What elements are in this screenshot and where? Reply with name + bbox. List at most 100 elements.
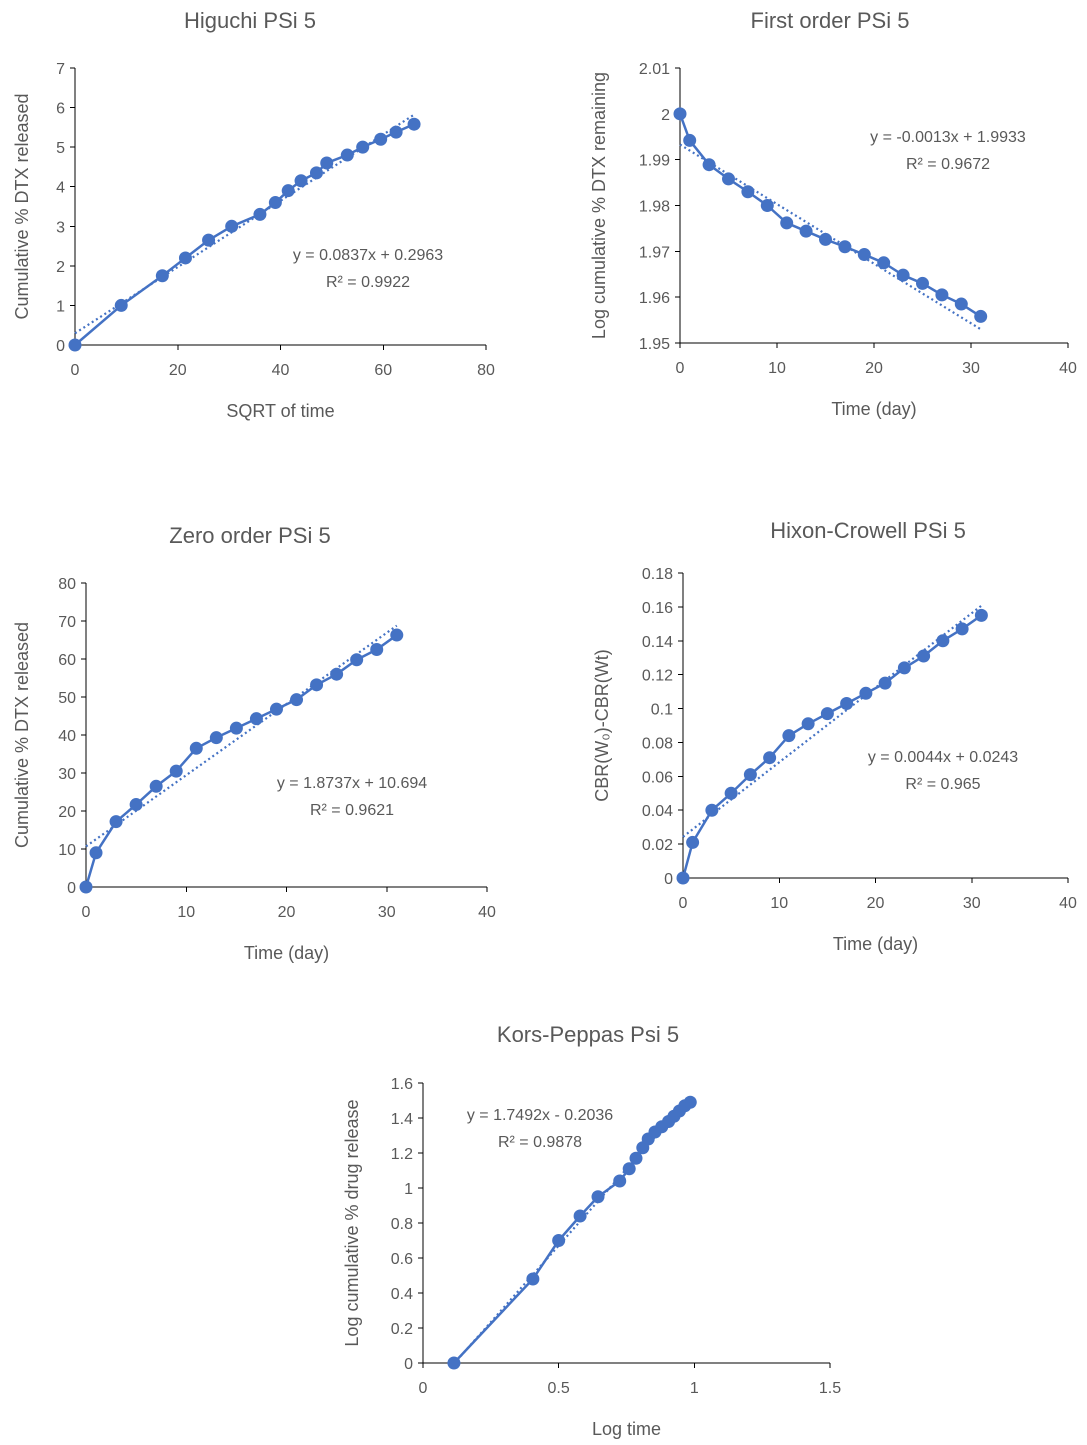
data-point bbox=[916, 276, 929, 290]
y-tick-label: 0.16 bbox=[642, 600, 673, 617]
series-line bbox=[74, 123, 415, 346]
data-point bbox=[189, 741, 203, 755]
x-tick-label: 20 bbox=[169, 362, 187, 379]
chart-3: Zero order PSi 5 0 10 20 30 40 50 60 70 80 0 10 20 30… bbox=[12, 523, 496, 963]
r-squared-label: R² = 0.9621 bbox=[310, 802, 394, 819]
trendline-equation: y = -0.0013x + 1.9933 bbox=[870, 129, 1026, 146]
y-tick-label: 1.98 bbox=[639, 199, 670, 216]
data-point bbox=[249, 712, 263, 726]
trendline-equation: y = 0.0837x + 0.2963 bbox=[293, 247, 443, 264]
data-point bbox=[724, 786, 738, 800]
x-tick-label: 0.5 bbox=[548, 1380, 570, 1397]
data-point bbox=[330, 667, 344, 681]
x-tick-label: 0 bbox=[419, 1380, 428, 1397]
y-tick-label: 70 bbox=[58, 614, 76, 631]
y-tick-label: 1 bbox=[404, 1181, 413, 1198]
y-tick-label: 1.96 bbox=[639, 290, 670, 307]
data-point bbox=[290, 693, 304, 707]
data-point bbox=[629, 1151, 643, 1165]
y-tick-label: 0.6 bbox=[391, 1251, 413, 1268]
x-tick-label: 1 bbox=[690, 1380, 699, 1397]
y-tick-label: 2.01 bbox=[639, 61, 670, 78]
data-point bbox=[407, 117, 421, 131]
data-point bbox=[877, 256, 891, 270]
data-point bbox=[309, 166, 323, 180]
data-point bbox=[269, 702, 283, 716]
x-tick-label: 0 bbox=[82, 904, 91, 921]
y-tick-label: 2 bbox=[661, 107, 670, 124]
data-point bbox=[89, 846, 103, 860]
data-point bbox=[683, 133, 697, 147]
data-point bbox=[683, 1095, 697, 1109]
data-point bbox=[897, 661, 911, 675]
data-point bbox=[840, 696, 854, 710]
x-tick-label: 30 bbox=[378, 904, 396, 921]
y-tick-label: 0.18 bbox=[642, 566, 673, 583]
data-point bbox=[955, 622, 969, 636]
data-point bbox=[155, 269, 169, 283]
x-tick-label: 20 bbox=[278, 904, 296, 921]
data-point bbox=[857, 248, 871, 262]
data-point bbox=[225, 219, 239, 233]
data-point bbox=[356, 140, 370, 154]
x-axis-label: Time (day) bbox=[831, 399, 916, 419]
chart-title: Kors-Peppas Psi 5 bbox=[497, 1022, 679, 1047]
x-tick-label: 40 bbox=[272, 362, 290, 379]
data-point bbox=[935, 288, 949, 302]
data-point bbox=[705, 803, 719, 817]
y-tick-label: 5 bbox=[56, 140, 65, 157]
data-point bbox=[591, 1190, 605, 1204]
r-squared-label: R² = 0.9878 bbox=[498, 1134, 582, 1151]
y-tick-label: 0 bbox=[67, 880, 76, 897]
data-point bbox=[79, 880, 93, 894]
chart-1: Higuchi PSi 5 0 1 2 3 4 5 6 7 0 20 40 60 80 SQRT of ti… bbox=[12, 8, 495, 421]
chart-5: Kors-Peppas Psi 5 0 0.2 0.4 0.6 0.8 1 1.2 1.4 1.6… bbox=[342, 1022, 841, 1439]
data-point bbox=[178, 251, 192, 265]
x-tick-label: 80 bbox=[477, 362, 495, 379]
data-point bbox=[743, 768, 757, 782]
data-point bbox=[763, 751, 777, 765]
y-tick-label: 10 bbox=[58, 842, 76, 859]
y-tick-label: 1.97 bbox=[639, 244, 670, 261]
data-point bbox=[676, 871, 690, 885]
data-point bbox=[109, 815, 123, 829]
data-point bbox=[340, 148, 354, 162]
y-tick-label: 3 bbox=[56, 219, 65, 236]
trendline-equation: y = 1.8737x + 10.694 bbox=[277, 775, 427, 792]
data-point bbox=[68, 338, 82, 352]
x-tick-label: 30 bbox=[963, 895, 981, 912]
data-point bbox=[169, 764, 183, 778]
chart-4: Hixon-Crowell PSi 5 0 0.02 0.04 0.06 0.08 0.1 0… bbox=[592, 518, 1077, 954]
x-axis-label: SQRT of time bbox=[226, 401, 334, 421]
y-tick-label: 0.04 bbox=[642, 803, 673, 820]
x-tick-label: 10 bbox=[768, 360, 786, 377]
y-tick-label: 7 bbox=[56, 61, 65, 78]
trendline-equation: y = 1.7492x - 0.2036 bbox=[467, 1107, 613, 1124]
r-squared-label: R² = 0.965 bbox=[905, 776, 980, 793]
x-tick-label: 1.5 bbox=[819, 1380, 841, 1397]
data-point bbox=[613, 1174, 627, 1188]
x-tick-label: 40 bbox=[1059, 895, 1077, 912]
data-point bbox=[878, 676, 892, 690]
r-squared-label: R² = 0.9922 bbox=[326, 274, 410, 291]
data-point bbox=[253, 207, 267, 221]
y-axis-label: CBR(W₀)-CBR(Wt) bbox=[592, 649, 612, 801]
x-tick-label: 20 bbox=[865, 360, 883, 377]
data-point bbox=[838, 240, 852, 254]
data-point bbox=[573, 1209, 587, 1223]
data-point bbox=[760, 199, 774, 212]
y-tick-label: 0.12 bbox=[642, 668, 673, 685]
x-axis-label: Time (day) bbox=[244, 943, 329, 963]
y-tick-label: 2 bbox=[56, 259, 65, 276]
y-tick-label: 1.95 bbox=[639, 336, 670, 353]
data-point bbox=[447, 1356, 461, 1370]
y-tick-label: 0 bbox=[404, 1356, 413, 1373]
data-point bbox=[686, 835, 700, 849]
data-point bbox=[389, 125, 403, 139]
data-point bbox=[974, 309, 988, 323]
x-tick-label: 60 bbox=[374, 362, 392, 379]
y-tick-label: 80 bbox=[58, 576, 76, 593]
data-point bbox=[552, 1234, 566, 1247]
x-tick-label: 0 bbox=[679, 895, 688, 912]
